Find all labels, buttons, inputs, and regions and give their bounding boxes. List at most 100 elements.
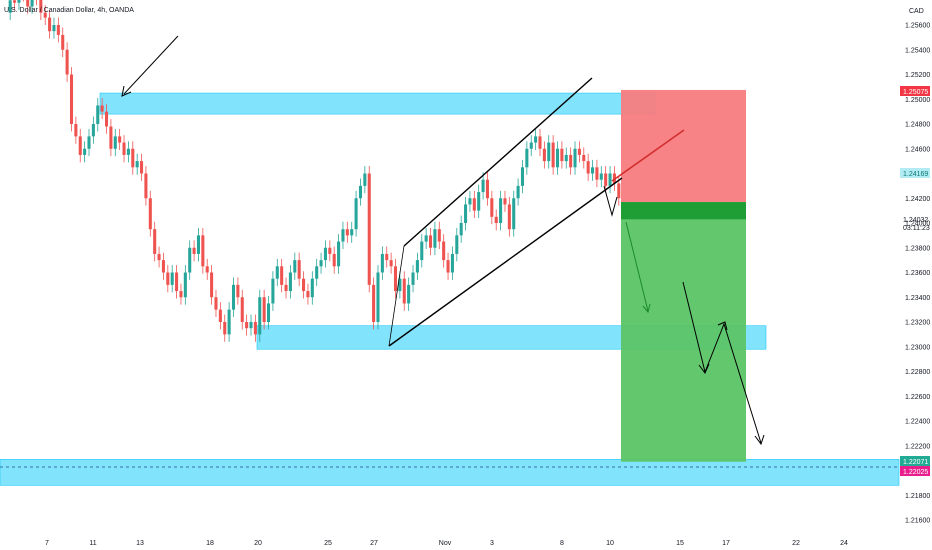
candle: [450, 246, 454, 280]
price-tick-label: 1.21600: [905, 518, 930, 525]
position-tool[interactable]: [621, 89, 746, 462]
svg-text:03:11:23: 03:11:23: [903, 225, 930, 232]
candle: [96, 98, 100, 132]
time-tick-label: 3: [490, 540, 494, 547]
price-tick-label: 1.23400: [905, 295, 930, 302]
candle: [582, 147, 586, 169]
candle: [240, 289, 244, 330]
price-axis[interactable]: 1.25600 1.25400 1.25200 1.25000 1.24800 1.246…: [905, 23, 930, 525]
candle: [516, 178, 520, 206]
candle: [319, 252, 323, 274]
price-tick-label: 1.24000: [905, 221, 930, 228]
candle: [8, 0, 12, 21]
candle: [13, 0, 17, 11]
price-tick-label: 1.25200: [905, 72, 930, 79]
time-tick-label: 24: [840, 540, 848, 547]
candle: [26, 0, 30, 14]
candle: [74, 116, 78, 144]
price-tick-label: 1.22200: [905, 443, 930, 450]
candle: [83, 141, 87, 163]
candle: [113, 128, 117, 157]
candle: [91, 116, 95, 144]
zone-lower-support[interactable]: [0, 459, 900, 486]
time-tick-label: 7: [45, 540, 49, 547]
candle: [564, 147, 568, 169]
time-axis[interactable]: 7 11 13 18 20 25 27 Nov 3 8 10 15 17 22 24: [45, 540, 848, 547]
take-profit-box[interactable]: [621, 202, 746, 462]
projection-path[interactable]: [682, 281, 762, 444]
candle: [245, 314, 249, 336]
svg-text:1.24169: 1.24169: [903, 171, 928, 178]
candle: [249, 314, 253, 336]
candle: [266, 296, 271, 330]
pointer-arrow[interactable]: [123, 35, 179, 95]
candle: [135, 153, 139, 175]
channel-lower-line[interactable]: [388, 177, 623, 347]
candle: [104, 104, 109, 134]
candle: [529, 135, 533, 157]
candle: [36, 0, 37, 6]
candle: [214, 289, 218, 318]
price-tick-label: 1.25000: [905, 97, 930, 104]
candle: [332, 246, 336, 274]
trend-extension-line[interactable]: [611, 129, 685, 182]
candle: [192, 240, 196, 262]
current-price-label: 1.24032 03:11:23: [903, 217, 930, 232]
candle: [411, 265, 415, 293]
time-tick-label: 25: [324, 540, 332, 547]
candle: [446, 252, 450, 280]
candle: [210, 265, 214, 305]
channel-start-line[interactable]: [388, 245, 405, 347]
candle: [140, 153, 144, 181]
price-tick-label: 1.23000: [905, 344, 930, 351]
candle: [595, 159, 599, 188]
green-target-arrow[interactable]: [625, 221, 649, 312]
candle: [65, 42, 69, 82]
candle: [547, 135, 551, 169]
level-price-label: 1.22025: [900, 466, 930, 476]
green-target-arrow-head: [642, 303, 651, 314]
candle: [464, 197, 468, 231]
candle: [477, 184, 481, 219]
candle: [424, 227, 428, 249]
price-tick-label: 1.22800: [905, 369, 930, 376]
candle: [542, 141, 546, 169]
stop-price-label: 1.25075: [900, 86, 930, 96]
candle: [372, 277, 376, 330]
candle: [284, 277, 288, 299]
candle: [437, 221, 441, 249]
candle: [126, 141, 130, 163]
candle: [223, 314, 227, 342]
candle: [428, 227, 433, 256]
candle: [262, 289, 266, 330]
candle: [512, 190, 516, 237]
candle: [599, 166, 603, 188]
price-tick-label: 1.24600: [905, 146, 930, 153]
price-tick-label: 1.22400: [905, 419, 930, 426]
candle: [407, 277, 411, 311]
svg-text:1.22025: 1.22025: [903, 469, 928, 476]
price-tick-label: 1.23200: [905, 320, 930, 327]
time-tick-label: 15: [676, 540, 684, 547]
breakout-arrow[interactable]: [603, 185, 618, 217]
stop-loss-box[interactable]: [621, 89, 746, 203]
currency-label: CAD: [909, 8, 924, 15]
candle: [520, 159, 525, 194]
candle: [275, 258, 279, 287]
time-tick-label: 8: [560, 540, 564, 547]
candle: [551, 135, 555, 175]
candle: [363, 166, 367, 194]
drawings-layer[interactable]: [121, 35, 765, 446]
candle: [201, 227, 205, 274]
candle: [258, 289, 262, 342]
projection-arrow-head-3: [754, 434, 765, 446]
candle: [310, 271, 314, 305]
candle: [179, 283, 183, 305]
candle: [161, 252, 165, 280]
candle: [367, 166, 371, 293]
candle: [577, 141, 581, 163]
price-tick-label: 1.22600: [905, 394, 930, 401]
entry-price-label: 1.24169: [900, 168, 930, 178]
channel-upper-line[interactable]: [403, 77, 593, 247]
